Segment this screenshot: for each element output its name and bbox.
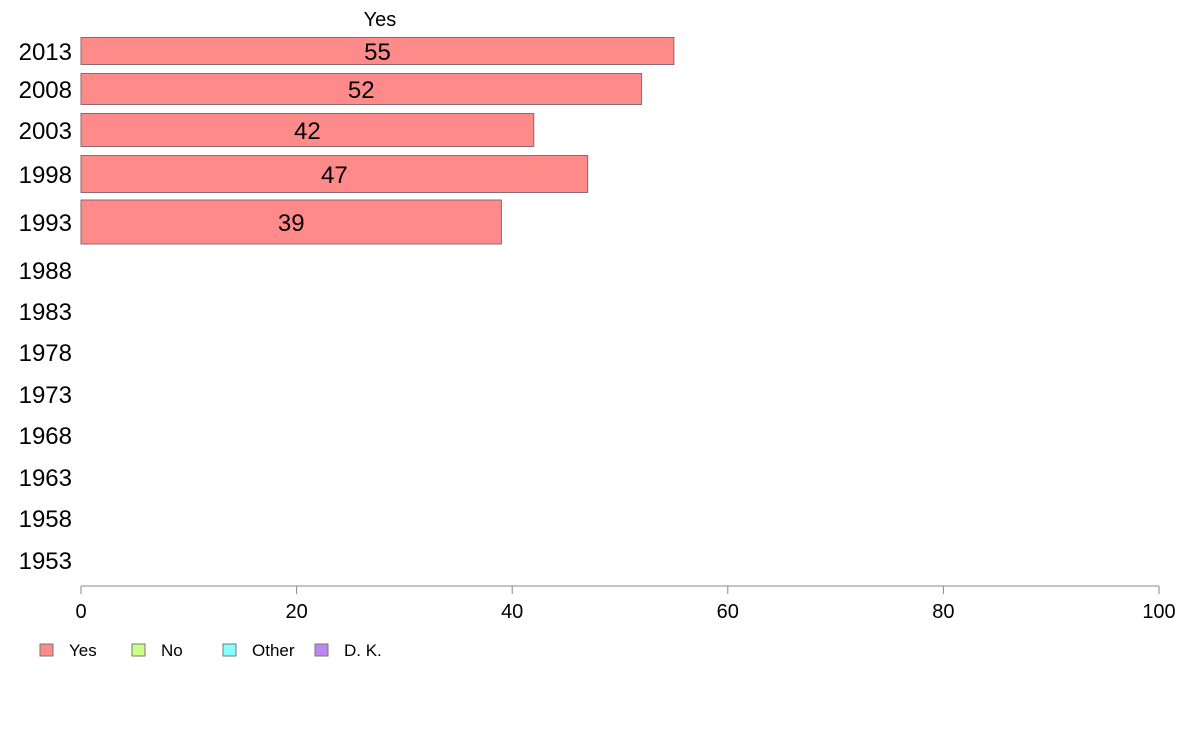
year-label-1958: 1958	[19, 506, 72, 533]
year-label-1988: 1988	[19, 258, 72, 285]
legend-swatch-other	[222, 643, 237, 657]
bar-2008	[80, 73, 643, 105]
bar-value-label-1998: 47	[321, 162, 348, 189]
legend-label-no: No	[161, 641, 183, 660]
bar-2013	[80, 37, 675, 65]
bar-value-label-2003: 42	[294, 118, 321, 145]
year-label-1968: 1968	[19, 423, 72, 450]
x-tick-label-20: 20	[285, 601, 307, 623]
bar-1993	[80, 199, 502, 245]
x-tick-label-100: 100	[1142, 601, 1175, 623]
bar-2003	[80, 113, 535, 147]
legend-swatch-d-k-	[314, 643, 329, 657]
legend-label-other: Other	[252, 641, 295, 660]
x-tick-label-80: 80	[932, 601, 954, 623]
year-label-1953: 1953	[19, 548, 72, 575]
year-label-1963: 1963	[19, 465, 72, 492]
year-label-2013: 2013	[19, 39, 72, 66]
x-tick-label-40: 40	[501, 601, 523, 623]
legend-label-yes: Yes	[69, 641, 97, 660]
year-label-1973: 1973	[19, 382, 72, 409]
year-label-2003: 2003	[19, 118, 72, 145]
x-tick-label-60: 60	[717, 601, 739, 623]
year-labels-group: 2013 2008 2003 1998 1993 1988 1983 1978 1973 1968…	[19, 39, 72, 575]
bar-value-label-1993: 39	[278, 210, 305, 237]
x-axis: 0 20 40 60 80 100	[75, 585, 1176, 623]
bar-1998	[80, 155, 589, 193]
year-label-1978: 1978	[19, 340, 72, 367]
bar-value-label-2008: 52	[348, 77, 375, 104]
legend-label-d-k-: D. K.	[344, 641, 382, 660]
legend-swatch-no	[131, 643, 146, 657]
year-label-1993: 1993	[19, 210, 72, 237]
legend-swatch-yes	[39, 643, 54, 657]
year-label-1983: 1983	[19, 299, 72, 326]
bar-value-label-2013: 55	[364, 39, 391, 66]
series-title: Yes	[364, 9, 397, 31]
legend: Yes No Other D. K.	[39, 641, 382, 660]
x-tick-label-0: 0	[75, 601, 86, 623]
year-label-1998: 1998	[19, 162, 72, 189]
year-label-2008: 2008	[19, 77, 72, 104]
